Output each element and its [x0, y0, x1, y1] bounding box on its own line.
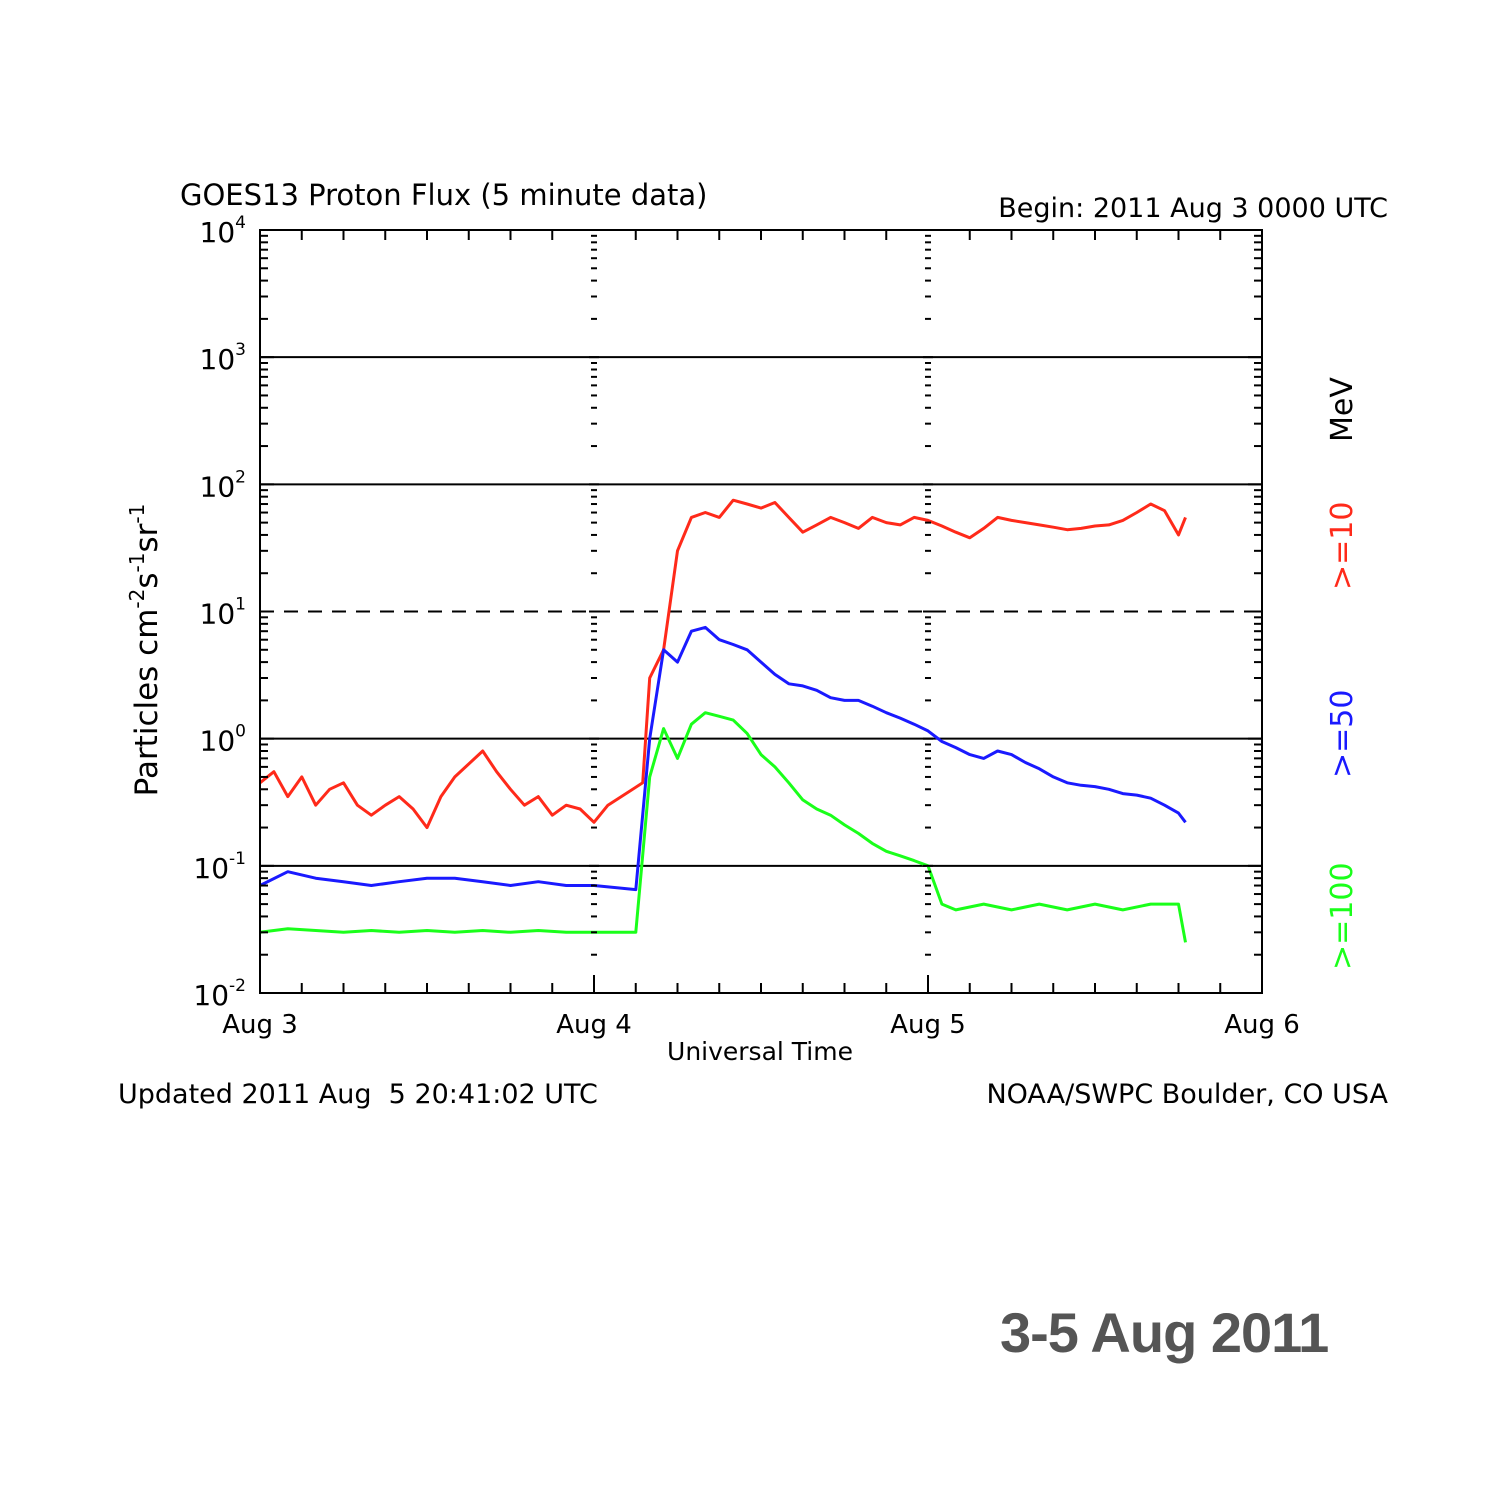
y-tick-exponent: 4 [235, 213, 246, 233]
y-label-particles: Particles cm [129, 609, 165, 797]
y-tick-label: 102 [200, 467, 246, 503]
y-label-sr: sr [129, 523, 165, 552]
y-tick-exponent: 1 [235, 595, 246, 615]
series-line-2 [259, 711, 1187, 943]
y-label-s: s [129, 572, 165, 588]
legend-entry-50: >=50 [1325, 690, 1360, 778]
y-label-exp1: -2 [125, 589, 149, 609]
y-tick-label: 101 [200, 595, 246, 631]
y-tick-label: 10-2 [193, 976, 246, 1012]
y-tick-label: 100 [200, 722, 246, 758]
y-tick-label: 10-1 [193, 849, 246, 885]
x-tick-label: Aug 6 [1224, 1010, 1300, 1040]
footer-left: Updated 2011 Aug 5 20:41:02 UTC [118, 1079, 598, 1110]
legend-entry-100: >=100 [1325, 862, 1360, 970]
ticks-layer [259, 229, 1263, 994]
y-tick-exponent: -2 [229, 976, 246, 996]
legend: MeV >=10 >=50 >=100 [1325, 377, 1360, 970]
chart-title: GOES13 Proton Flux (5 minute data) [180, 178, 707, 212]
x-tick-label: Aug 4 [556, 1010, 632, 1040]
y-tick-base: 10 [200, 343, 236, 376]
y-tick-exponent: 2 [235, 467, 246, 487]
series-layer [259, 498, 1187, 943]
legend-unit: MeV [1325, 377, 1360, 442]
footer-right: NOAA/SWPC Boulder, CO USA [986, 1079, 1388, 1110]
x-tick-label: Aug 5 [890, 1010, 966, 1040]
y-axis-label: Particles cm-2s-1sr-1 [125, 504, 165, 797]
caption: 3-5 Aug 2011 [1000, 1301, 1329, 1364]
y-label-exp3: -1 [125, 504, 149, 524]
y-tick-base: 10 [193, 852, 229, 885]
y-tick-base: 10 [200, 470, 236, 503]
series-line-0 [259, 498, 1187, 830]
y-tick-exponent: -1 [229, 849, 246, 869]
grid-layer [260, 356, 1262, 867]
y-tick-base: 10 [193, 979, 229, 1012]
y-tick-base: 10 [200, 216, 236, 249]
y-tick-label: 103 [200, 340, 246, 376]
y-tick-exponent: 0 [235, 722, 246, 742]
y-tick-base: 10 [200, 598, 236, 631]
legend-entry-10: >=10 [1325, 502, 1360, 590]
y-tick-base: 10 [200, 725, 236, 758]
x-axis-label: Universal Time [667, 1037, 853, 1066]
series-line-1 [259, 625, 1187, 892]
y-tick-label: 104 [200, 213, 246, 249]
y-label-exp2: -1 [125, 553, 149, 573]
begin-label: Begin: 2011 Aug 3 0000 UTC [998, 193, 1388, 224]
x-tick-label: Aug 3 [222, 1010, 298, 1040]
y-tick-exponent: 3 [235, 340, 246, 360]
